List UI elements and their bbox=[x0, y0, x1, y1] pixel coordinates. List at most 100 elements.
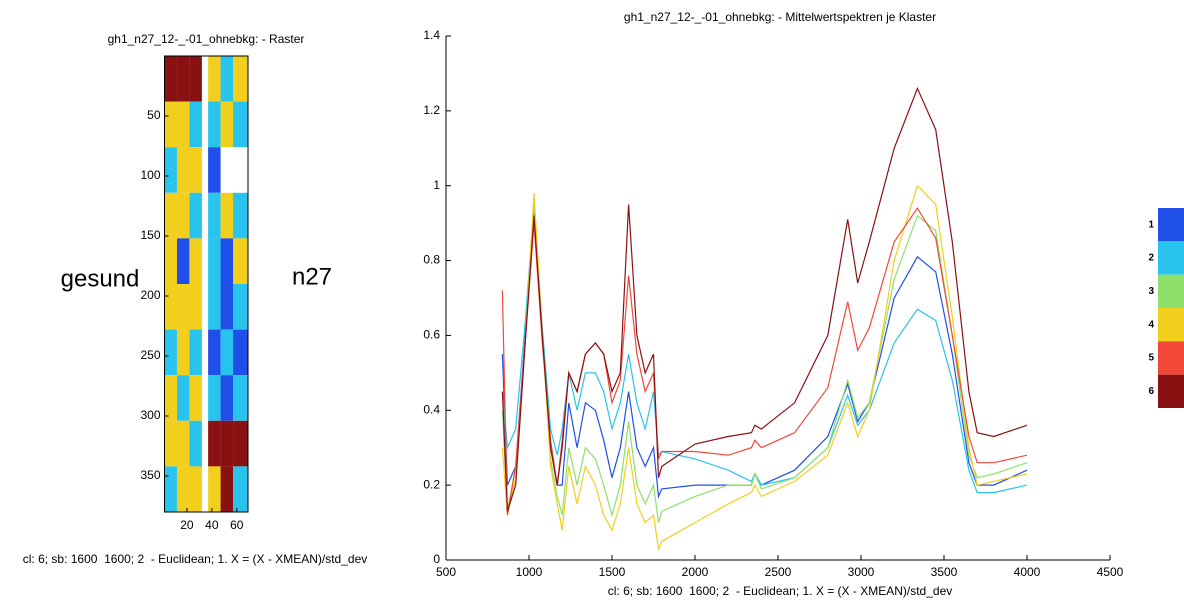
raster-title: gh1_n27_12-_-01_ohnebkg: - Raster bbox=[108, 32, 305, 46]
legend-label: 6 bbox=[1148, 386, 1154, 397]
legend-swatch bbox=[1158, 241, 1184, 275]
y-tick-label: 250 bbox=[140, 348, 160, 362]
raster-cell bbox=[189, 466, 202, 512]
raster-cell bbox=[164, 56, 177, 102]
y-tick-label: 0.4 bbox=[423, 402, 440, 416]
x-tick-label: 20 bbox=[180, 518, 194, 532]
raster-cell bbox=[220, 192, 234, 239]
raster-cell bbox=[176, 192, 190, 239]
raster-cell bbox=[220, 375, 234, 421]
raster-cell bbox=[189, 420, 202, 467]
x-tick-label: 4000 bbox=[1014, 565, 1041, 579]
plot-frame bbox=[164, 55, 249, 513]
raster-cell bbox=[189, 284, 202, 330]
raster-cell bbox=[176, 420, 190, 467]
raster-cell bbox=[220, 420, 234, 467]
raster-cell bbox=[176, 238, 190, 284]
x-tick-label: 3000 bbox=[848, 565, 875, 579]
raster-cell bbox=[189, 329, 202, 376]
legend-swatch bbox=[1158, 341, 1184, 375]
raster-cell bbox=[189, 101, 202, 148]
y-tick-label: 0.8 bbox=[423, 253, 440, 267]
y-tick-label: 50 bbox=[147, 108, 161, 122]
raster-cell bbox=[176, 329, 190, 376]
legend-label: 3 bbox=[1148, 286, 1154, 297]
raster-cell bbox=[208, 192, 221, 239]
raster-cell bbox=[208, 375, 221, 421]
x-tick-label: 500 bbox=[436, 565, 456, 579]
legend-label: 1 bbox=[1148, 219, 1154, 230]
raster-cell bbox=[208, 284, 221, 330]
x-tick-label: 1000 bbox=[516, 565, 543, 579]
raster-cell bbox=[164, 101, 177, 148]
raster-cell bbox=[233, 238, 248, 284]
raster-cell bbox=[233, 101, 248, 148]
raster-cell bbox=[220, 466, 234, 512]
raster-cell bbox=[189, 238, 202, 284]
raster-cell bbox=[189, 56, 202, 102]
raster-cell bbox=[164, 147, 177, 193]
y-tick-label: 350 bbox=[140, 468, 160, 482]
raster-cell bbox=[164, 284, 177, 330]
raster-cell bbox=[164, 420, 177, 467]
y-tick-label: 0.2 bbox=[423, 477, 440, 491]
raster-cell bbox=[233, 284, 248, 330]
raster-cell bbox=[208, 56, 221, 102]
raster-cell bbox=[189, 147, 202, 193]
legend-label: 5 bbox=[1148, 353, 1154, 364]
legend-swatch bbox=[1158, 308, 1184, 342]
series-line bbox=[501, 204, 1028, 499]
raster-cell bbox=[208, 238, 221, 284]
y-tick-label: 300 bbox=[140, 408, 160, 422]
legend-label: 4 bbox=[1148, 319, 1154, 330]
x-tick-label: 2000 bbox=[682, 565, 709, 579]
x-tick-label: 40 bbox=[205, 518, 219, 532]
x-tick-label: 1500 bbox=[599, 565, 626, 579]
y-tick-label: 100 bbox=[140, 168, 160, 182]
raster-cell bbox=[176, 101, 190, 148]
raster-cell bbox=[233, 420, 248, 467]
raster-cell bbox=[164, 329, 177, 376]
raster-cell bbox=[176, 284, 190, 330]
series-line bbox=[501, 196, 1028, 523]
raster-cell bbox=[233, 192, 248, 239]
raster-caption: cl: 6; sb: 1600 1600; 2 - Euclidean; 1. … bbox=[23, 552, 368, 566]
legend-swatch bbox=[1158, 208, 1184, 242]
raster-cell bbox=[176, 147, 190, 193]
raster-cell bbox=[164, 466, 177, 512]
raster-cell bbox=[220, 284, 234, 330]
y-tick-label: 1 bbox=[433, 178, 440, 192]
x-axis-label: cl: 6; sb: 1600 1600; 2 - Euclidean; 1. … bbox=[608, 584, 953, 598]
annotation: n27 bbox=[292, 263, 332, 290]
raster-cell bbox=[220, 329, 234, 376]
legend-label: 2 bbox=[1148, 253, 1154, 264]
legend-swatch bbox=[1158, 374, 1184, 408]
y-tick-label: 150 bbox=[140, 228, 160, 242]
raster-cell bbox=[176, 56, 190, 102]
raster-cell bbox=[164, 375, 177, 421]
raster-cell bbox=[208, 147, 221, 193]
raster-cell bbox=[233, 329, 248, 376]
y-tick-label: 1.2 bbox=[423, 103, 440, 117]
raster-cell bbox=[208, 329, 221, 376]
x-tick-label: 4500 bbox=[1097, 565, 1124, 579]
x-tick-label: 2500 bbox=[765, 565, 792, 579]
raster-cell bbox=[164, 238, 177, 284]
raster-cell bbox=[233, 375, 248, 421]
raster-cell bbox=[189, 192, 202, 239]
raster-cell bbox=[220, 56, 234, 102]
series-line bbox=[501, 204, 1028, 494]
raster-cell bbox=[208, 420, 221, 467]
raster-cell bbox=[233, 56, 248, 102]
raster-cell bbox=[208, 101, 221, 148]
raster-cell bbox=[189, 375, 202, 421]
raster-cell bbox=[220, 238, 234, 284]
raster-cell bbox=[220, 101, 234, 148]
y-tick-label: 0 bbox=[433, 552, 440, 566]
raster-cell bbox=[176, 375, 190, 421]
y-tick-label: 0.6 bbox=[423, 328, 440, 342]
x-tick-label: 60 bbox=[230, 518, 244, 532]
raster-cell bbox=[208, 466, 221, 512]
annotation: gesund bbox=[61, 265, 140, 292]
